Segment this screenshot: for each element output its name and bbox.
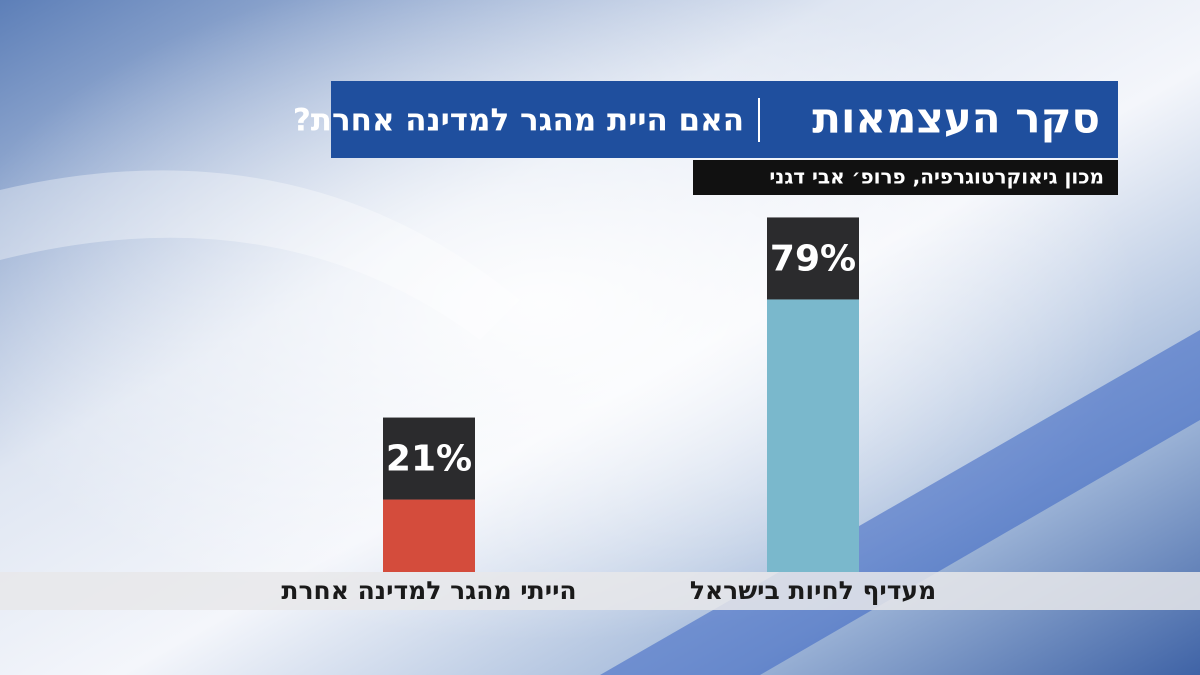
chart-title: סקר העצמאות — [812, 94, 1100, 143]
value-box — [767, 217, 859, 300]
source-bar — [693, 160, 1118, 195]
source: מכון גיאוקרטוגרפיה, פרופ׳ אבי דגני — [769, 165, 1104, 189]
chart-subtitle: האם היית מהגר למדינה אחרת? — [293, 103, 744, 139]
bar — [767, 299, 859, 572]
category-label: הייתי מהגר למדינה אחרת — [281, 576, 576, 605]
title-bar — [331, 81, 1118, 158]
label-strip — [0, 572, 1200, 610]
value-label: 79% — [770, 238, 856, 279]
bar — [383, 499, 475, 572]
category-label: מעדיף לחיות בישראל — [690, 576, 936, 605]
value-label: 21% — [386, 439, 472, 480]
decor-wave — [0, 170, 520, 340]
value-box — [383, 417, 475, 500]
